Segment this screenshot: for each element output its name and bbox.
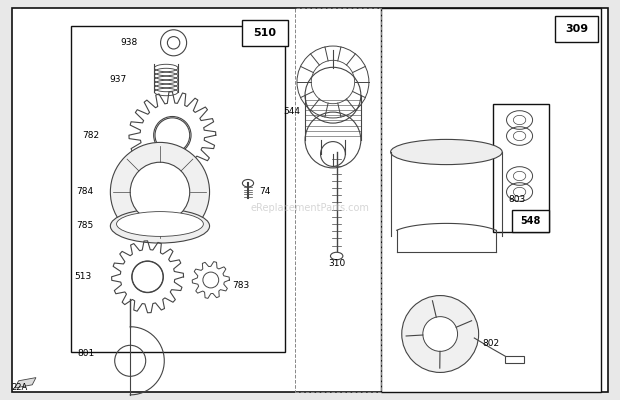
Text: 937: 937 xyxy=(110,76,127,84)
Text: 310: 310 xyxy=(328,260,345,268)
Text: 513: 513 xyxy=(74,272,92,281)
Ellipse shape xyxy=(110,209,210,243)
Bar xyxy=(71,26,285,352)
Ellipse shape xyxy=(330,252,343,260)
Text: 510: 510 xyxy=(254,28,277,38)
Bar xyxy=(512,210,549,232)
Text: eReplacementParts.com: eReplacementParts.com xyxy=(250,203,370,213)
Ellipse shape xyxy=(391,139,502,165)
Text: 22A: 22A xyxy=(11,384,27,392)
Text: 938: 938 xyxy=(120,38,138,47)
Ellipse shape xyxy=(402,296,479,372)
Bar xyxy=(493,104,549,232)
Text: 548: 548 xyxy=(520,216,541,226)
Text: 782: 782 xyxy=(82,131,99,140)
Text: 783: 783 xyxy=(232,282,250,290)
Text: 802: 802 xyxy=(482,340,500,348)
Bar xyxy=(294,8,381,392)
Ellipse shape xyxy=(242,180,254,187)
Text: 784: 784 xyxy=(76,188,93,196)
Ellipse shape xyxy=(423,317,458,351)
Text: 309: 309 xyxy=(565,24,588,34)
Text: 803: 803 xyxy=(508,196,526,204)
Ellipse shape xyxy=(117,212,203,236)
Bar xyxy=(505,356,524,363)
Text: 74: 74 xyxy=(259,188,270,196)
Ellipse shape xyxy=(130,162,190,222)
Polygon shape xyxy=(15,378,36,388)
Bar xyxy=(242,20,288,46)
Text: 544: 544 xyxy=(284,108,301,116)
Text: 785: 785 xyxy=(76,222,93,230)
Bar xyxy=(555,16,598,42)
Bar xyxy=(381,8,601,392)
Ellipse shape xyxy=(110,142,210,242)
Text: 801: 801 xyxy=(77,350,94,358)
